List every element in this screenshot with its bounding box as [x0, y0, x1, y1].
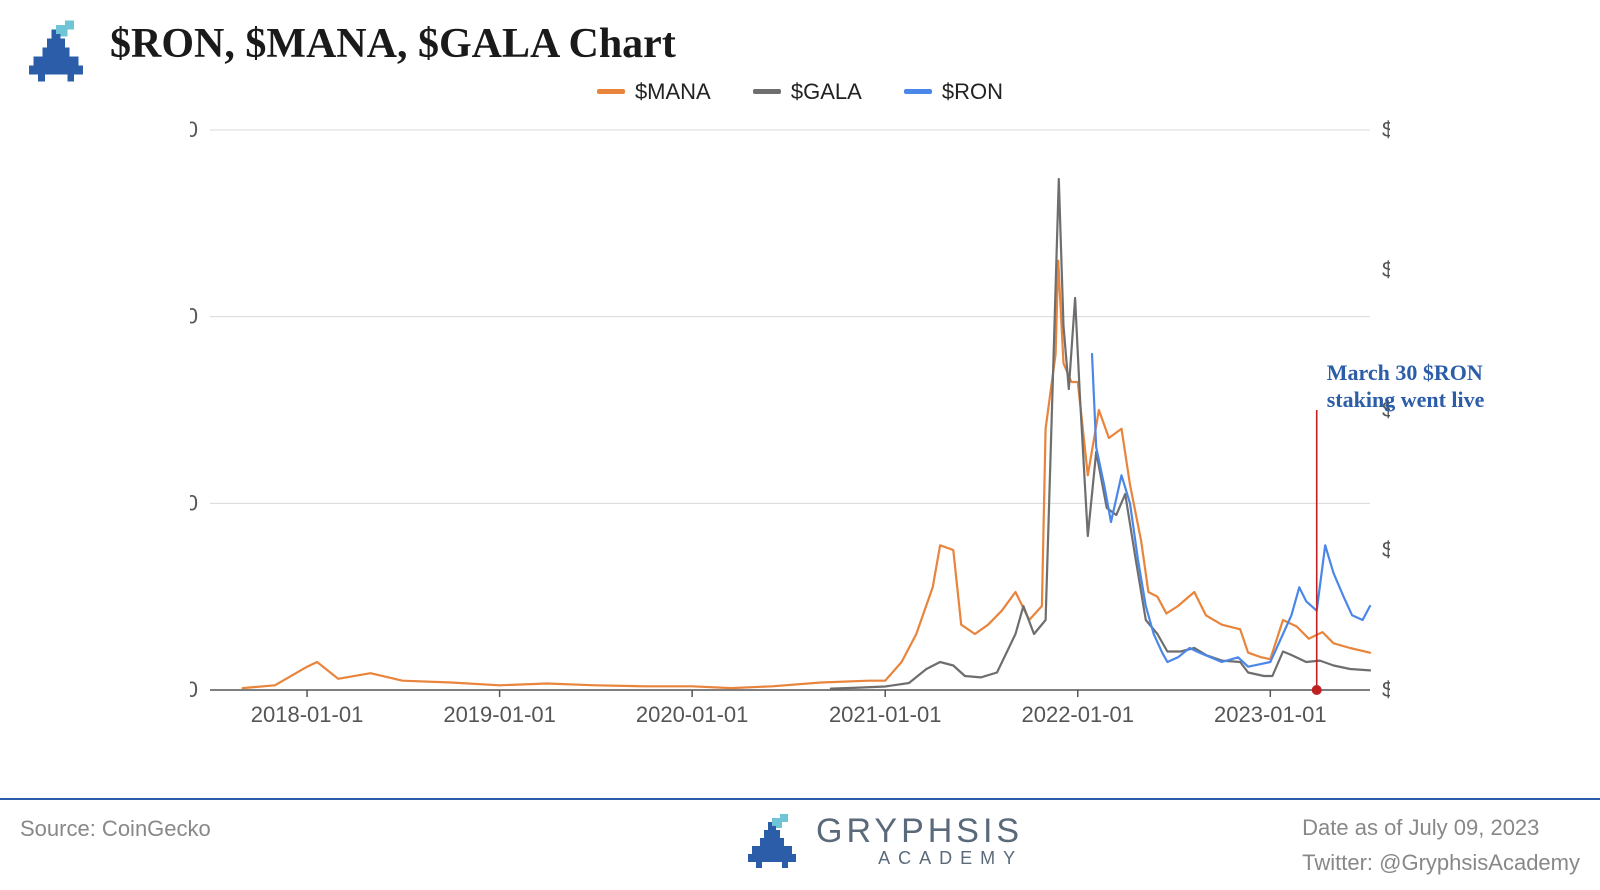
chart-title: $RON, $MANA, $GALA Chart — [110, 20, 676, 68]
line-chart: $0.00$2.00$4.00$6.00$0.00$0.20$0.40$0.60… — [190, 120, 1390, 740]
gryphsis-footer-logo-icon — [740, 810, 804, 874]
svg-text:2021-01-01: 2021-01-01 — [829, 702, 942, 727]
footer-meta: Date as of July 09, 2023 Twitter: @Gryph… — [1302, 810, 1580, 880]
svg-text:$0.00: $0.00 — [1382, 677, 1390, 702]
svg-text:$0.20: $0.20 — [1382, 537, 1390, 562]
footer: Source: CoinGecko GRYPHSIS — [0, 798, 1600, 890]
legend: $MANA $GALA $RON — [0, 74, 1600, 105]
footer-logo-text: GRYPHSIS ACADEMY — [816, 814, 1023, 870]
svg-text:$0.00: $0.00 — [190, 677, 198, 702]
legend-item-mana: $MANA — [597, 79, 711, 105]
annotation-line2: staking went live — [1327, 387, 1485, 412]
svg-text:2020-01-01: 2020-01-01 — [636, 702, 749, 727]
svg-text:$2.00: $2.00 — [190, 490, 198, 515]
svg-text:$4.00: $4.00 — [190, 304, 198, 329]
legend-label: $GALA — [791, 79, 862, 105]
legend-swatch-icon — [904, 89, 932, 94]
svg-text:2018-01-01: 2018-01-01 — [251, 702, 364, 727]
svg-text:$6.00: $6.00 — [190, 120, 198, 142]
svg-text:$0.80: $0.80 — [1382, 120, 1390, 142]
footer-logo: GRYPHSIS ACADEMY — [740, 810, 1023, 874]
legend-swatch-icon — [753, 89, 781, 94]
legend-label: $MANA — [635, 79, 711, 105]
brand-sub: ACADEMY — [816, 848, 1023, 870]
footer-twitter: Twitter: @GryphsisAcademy — [1302, 845, 1580, 880]
chart-container: $RON, $MANA, $GALA Chart $MANA $GALA $RO… — [0, 0, 1600, 890]
brand-main: GRYPHSIS — [816, 814, 1023, 848]
svg-text:2019-01-01: 2019-01-01 — [443, 702, 556, 727]
svg-text:$0.60: $0.60 — [1382, 257, 1390, 282]
chart-area: $0.00$2.00$4.00$6.00$0.00$0.20$0.40$0.60… — [190, 120, 1390, 740]
source-text: Source: CoinGecko — [20, 816, 211, 842]
svg-text:2022-01-01: 2022-01-01 — [1021, 702, 1134, 727]
annotation-label: March 30 $RON staking went live — [1327, 359, 1485, 414]
legend-item-ron: $RON — [904, 79, 1003, 105]
legend-swatch-icon — [597, 89, 625, 94]
legend-label: $RON — [942, 79, 1003, 105]
footer-date: Date as of July 09, 2023 — [1302, 810, 1580, 845]
legend-item-gala: $GALA — [753, 79, 862, 105]
annotation-line1: March 30 $RON — [1327, 360, 1483, 385]
svg-text:2023-01-01: 2023-01-01 — [1214, 702, 1327, 727]
